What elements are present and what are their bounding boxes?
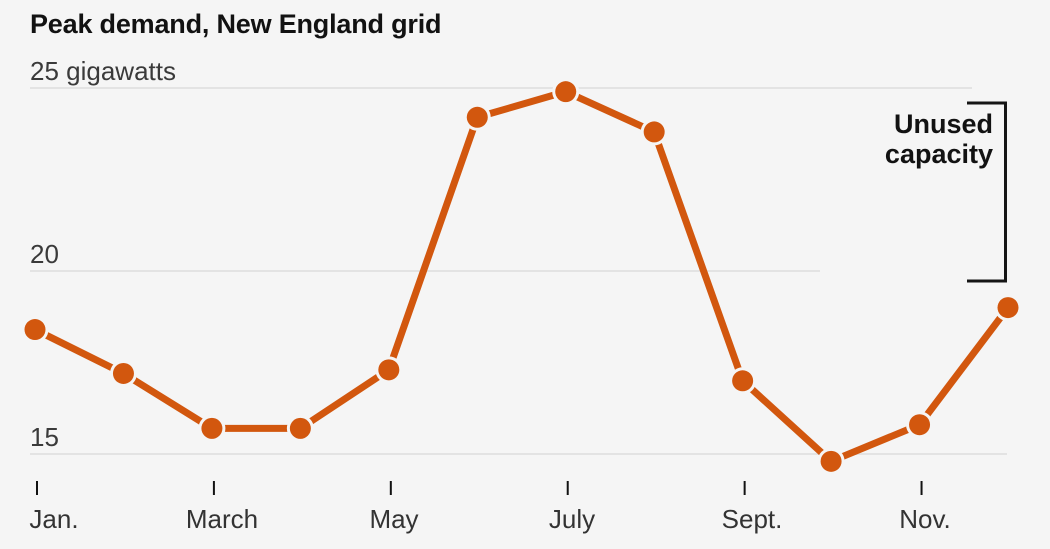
data-line: [31, 88, 1012, 465]
y-axis-label-20: 20: [30, 239, 59, 269]
x-axis-ticks: [36, 481, 923, 495]
x-axis-label-jan: Jan.: [29, 504, 79, 534]
x-axis-label-nov: Nov.: [899, 504, 951, 534]
x-axis-label-may: May: [369, 504, 419, 534]
x-axis-label-march: March: [185, 504, 259, 534]
data-points: [21, 78, 1022, 475]
x-axis-label-july: July: [548, 504, 596, 534]
y-axis-label-15: 15: [30, 422, 59, 452]
unused-capacity-bracket: [967, 101, 1007, 283]
x-axis-label-sept: Sept.: [721, 504, 783, 534]
y-axis-label-25: 25 gigawatts: [30, 56, 176, 86]
unused-capacity-label: Unused capacity: [884, 109, 993, 169]
chart-title: Peak demand, New England grid: [30, 9, 442, 39]
